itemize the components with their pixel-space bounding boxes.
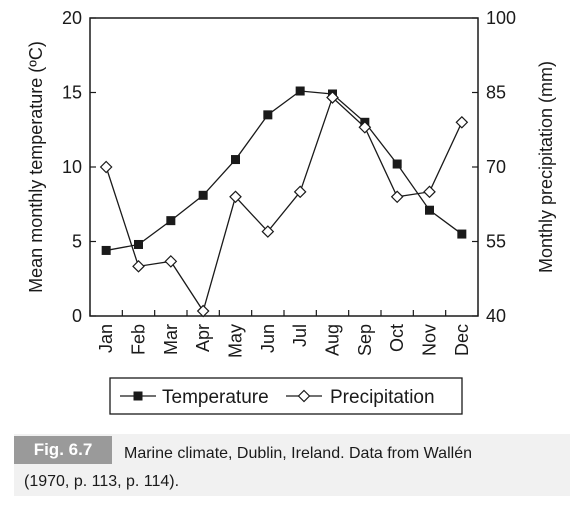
- legend-precipitation-label: Precipitation: [330, 387, 435, 408]
- temperature-marker: [425, 205, 434, 215]
- precipitation-marker: [293, 185, 307, 199]
- temperature-marker: [457, 229, 467, 239]
- x-tick-label: May: [226, 324, 246, 358]
- precipitation-marker: [261, 225, 275, 238]
- temperature-line: [106, 90, 463, 252]
- x-tick-label: Nov: [420, 324, 440, 356]
- x-tick-label: Feb: [129, 324, 149, 355]
- precipitation-marker: [229, 190, 242, 204]
- left-tick-label: 20: [62, 8, 82, 28]
- precipitation-marker: [99, 160, 113, 174]
- precipitation-marker: [164, 255, 178, 268]
- precipitation-marker: [423, 185, 436, 199]
- x-tick-label: Jan: [96, 324, 116, 353]
- right-tick-label: 70: [486, 157, 506, 177]
- left-axis-title: Mean monthly temperature (ºC): [26, 41, 46, 293]
- left-tick-label: 10: [62, 157, 82, 177]
- temperature-marker: [134, 239, 143, 249]
- temperature-marker: [263, 110, 273, 120]
- x-tick-label: Mar: [161, 324, 181, 355]
- left-tick-label: 0: [72, 306, 82, 326]
- precipitation-marker: [196, 304, 210, 318]
- legend-precipitation-marker: [297, 389, 311, 403]
- temperature-marker: [295, 86, 305, 96]
- legend-temperature-marker: [133, 391, 143, 401]
- precipitation-line: [105, 96, 463, 313]
- legend-box: [109, 377, 463, 415]
- right-axis-title: Monthly precipitation (mm): [536, 61, 556, 273]
- right-tick-label: 40: [486, 306, 506, 326]
- plot-frame: [89, 17, 479, 317]
- temperature-marker: [166, 216, 176, 226]
- x-tick-label: Jul: [290, 324, 310, 347]
- x-tick-label: Aug: [323, 324, 343, 356]
- right-tick-label: 100: [486, 8, 516, 28]
- temperature-marker: [101, 245, 111, 255]
- left-tick-label: 15: [62, 83, 82, 103]
- precipitation-marker: [132, 259, 145, 273]
- temperature-marker: [198, 190, 208, 200]
- precipitation-marker: [326, 91, 339, 104]
- x-tick-label: Jun: [258, 324, 278, 353]
- legend-temperature-label: Temperature: [162, 387, 269, 408]
- right-tick-label: 55: [486, 232, 506, 252]
- precipitation-marker: [358, 120, 372, 134]
- temperature-marker: [392, 159, 402, 169]
- x-tick-label: Oct: [387, 324, 407, 352]
- x-tick-label: Sep: [355, 324, 375, 356]
- precipitation-marker: [390, 190, 404, 204]
- right-tick-label: 85: [486, 83, 506, 103]
- caption-text-continued: (1970, p. 113, p. 114).: [24, 473, 180, 490]
- x-tick-label: Apr: [193, 324, 213, 352]
- temperature-marker: [231, 155, 240, 165]
- precipitation-marker: [455, 115, 469, 129]
- left-tick-label: 5: [72, 232, 82, 252]
- climate-chart: 0 5 10 15 20 40 55 70 85 100 Jan Feb Mar Apr May Jun Jul…: [26, 8, 556, 415]
- caption-text: Marine climate, Dublin, Ireland. Data fr…: [124, 445, 472, 462]
- x-tick-label: Dec: [452, 324, 472, 356]
- figure-label: Fig. 6.7: [14, 436, 112, 464]
